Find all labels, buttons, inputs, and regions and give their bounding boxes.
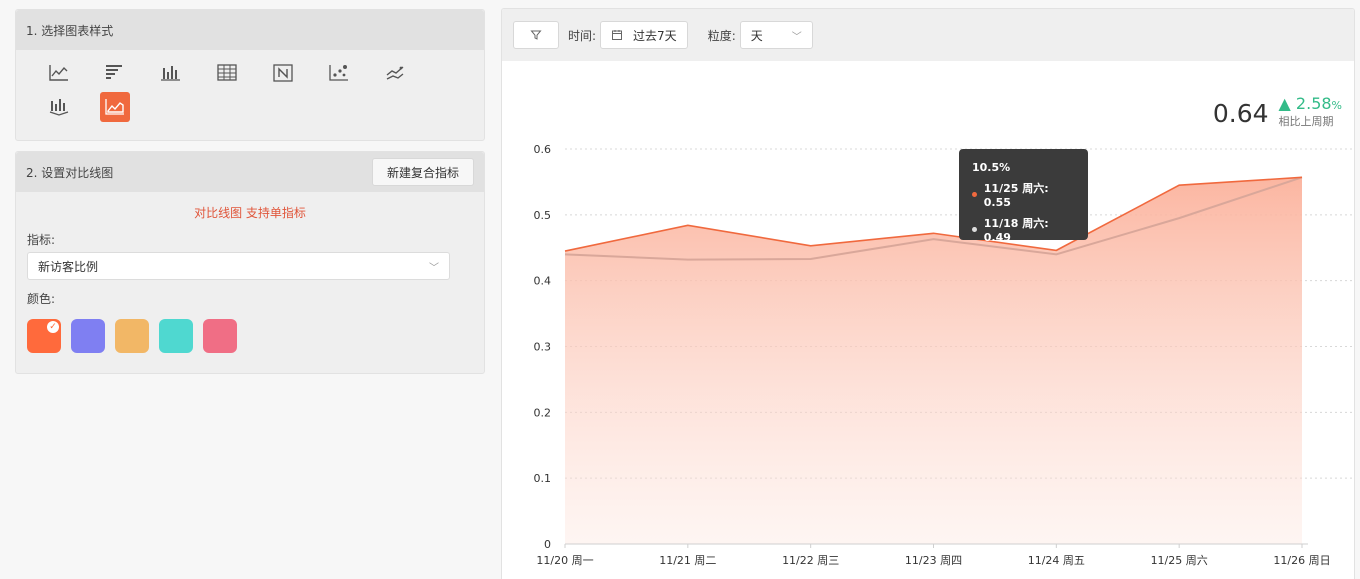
x-tick-label: 11/22 周三 [782,554,839,567]
chart-type-line-chart-button[interactable] [44,58,74,88]
x-tick-label: 11/21 周二 [659,554,716,567]
y-tick-label: 0 [544,538,551,551]
y-tick-label: 0.5 [534,209,552,222]
time-range-value: 过去7天 [633,28,677,43]
color-swatch[interactable] [71,319,105,353]
chart-tooltip: 10.5% 11/25 周六: 0.55 11/18 周六: 0.49 [959,149,1088,244]
compare-area-icon [105,99,124,115]
line-chart-icon [49,65,68,81]
kpi-delta-unit: % [1331,99,1342,112]
y-tick-label: 0.2 [534,406,552,419]
filter-icon [530,30,542,40]
chart-type-number-card-button[interactable] [268,58,298,88]
chart-type-compare-area-button[interactable] [100,92,130,122]
chart-toolbar: 时间: 过去7天 粒度: 天 ﹀ [502,9,1354,61]
granularity-select[interactable]: 天 ﹀ [739,21,813,49]
previous-series-dot-icon [972,227,977,232]
color-swatch[interactable] [115,319,149,353]
y-tick-label: 0.3 [534,341,552,354]
chart-type-layered-area-button[interactable] [380,58,410,88]
current-series-area [565,177,1302,544]
chevron-down-icon: ﹀ [429,262,439,274]
time-label: 时间: [568,28,597,43]
current-series-line [564,176,1303,252]
bar-chart-icon [161,66,180,81]
color-swatch-list: ✓ [27,319,484,353]
table-icon [217,64,237,81]
tooltip-previous: 11/18 周六: 0.49 [983,217,1049,244]
x-tick-label: 11/24 周五 [1028,554,1085,567]
x-tick-label: 11/26 周日 [1273,554,1330,567]
compare-panel-header: 2. 设置对比线图 新建复合指标 [16,152,484,192]
granularity-label: 粒度: [707,28,736,43]
kpi-delta: ▲ 2.58% [1279,95,1342,115]
stacked-bar-icon [49,99,69,116]
chart-type-scatter-button[interactable] [324,58,354,88]
time-range-picker[interactable]: 过去7天 [600,21,688,49]
tooltip-current: 11/25 周六: 0.55 [983,182,1049,209]
x-tick-label: 11/23 周四 [905,554,962,567]
chart-type-horizontal-bar-button[interactable] [100,58,130,88]
metric-select-value: 新访客比例 [38,259,99,274]
calendar-icon [612,30,623,40]
color-swatch[interactable]: ✓ [27,319,61,353]
y-tick-label: 0.6 [534,143,552,156]
metric-select[interactable]: 新访客比例 ﹀ [27,252,450,280]
layered-area-icon [386,66,404,80]
chart-type-stacked-bar-button[interactable] [44,92,74,122]
kpi-compare-label: 相比上周期 [1278,115,1334,128]
compare-settings-panel: 2. 设置对比线图 新建复合指标 对比线图 支持单指标 指标: 新访客比例 ﹀ … [15,151,485,374]
kpi-delta-value: 2.58 [1295,94,1332,113]
horizontal-bar-icon [106,65,122,79]
chart-type-bar-chart-button[interactable] [156,58,186,88]
color-label: 颜色: [27,292,56,306]
current-series-dot-icon [972,192,977,197]
compare-panel-title: 2. 设置对比线图 [26,165,114,180]
chart-type-table-button[interactable] [212,58,242,88]
y-tick-label: 0.4 [534,275,552,288]
number-card-icon [273,64,293,82]
tooltip-row-previous: 11/18 周六: 0.49 [972,215,1075,244]
tooltip-title: 10.5% [972,161,1011,174]
x-tick-label: 11/20 周一 [536,554,593,567]
color-swatch[interactable] [203,319,237,353]
kpi-summary: 0.64 ▲ 2.58% 相比上周期 [1213,95,1342,129]
color-swatch[interactable] [159,319,193,353]
filter-button[interactable] [513,21,559,49]
chart-style-panel-title: 1. 选择图表样式 [16,10,484,50]
y-tick-label: 0.1 [534,472,552,485]
scatter-icon [329,65,348,81]
chart-style-panel: 1. 选择图表样式 [15,9,485,141]
x-tick-label: 11/25 周六 [1151,554,1208,567]
chevron-down-icon: ﹀ [791,31,802,43]
up-arrow-icon: ▲ [1278,94,1291,113]
new-composite-metric-button[interactable]: 新建复合指标 [371,158,474,186]
granularity-value: 天 [750,28,763,43]
kpi-value: 0.64 [1212,99,1269,128]
chart-type-list [16,50,484,126]
area-chart: 0 0.1 0.2 0.3 0.4 0.5 0.6 11/20 周一 11/21 周二 11/22… [534,143,1352,567]
check-icon: ✓ [47,321,59,333]
chart-area: 时间: 过去7天 粒度: 天 ﹀ 0 0.1 0.2 0.3 0.4 0.5 0.6 11/2… [501,8,1355,579]
single-metric-note: 对比线图 支持单指标 [194,206,306,220]
tooltip-row-current: 11/25 周六: 0.55 [972,180,1075,209]
metric-label: 指标: [27,233,56,247]
previous-series-line [564,176,1303,261]
